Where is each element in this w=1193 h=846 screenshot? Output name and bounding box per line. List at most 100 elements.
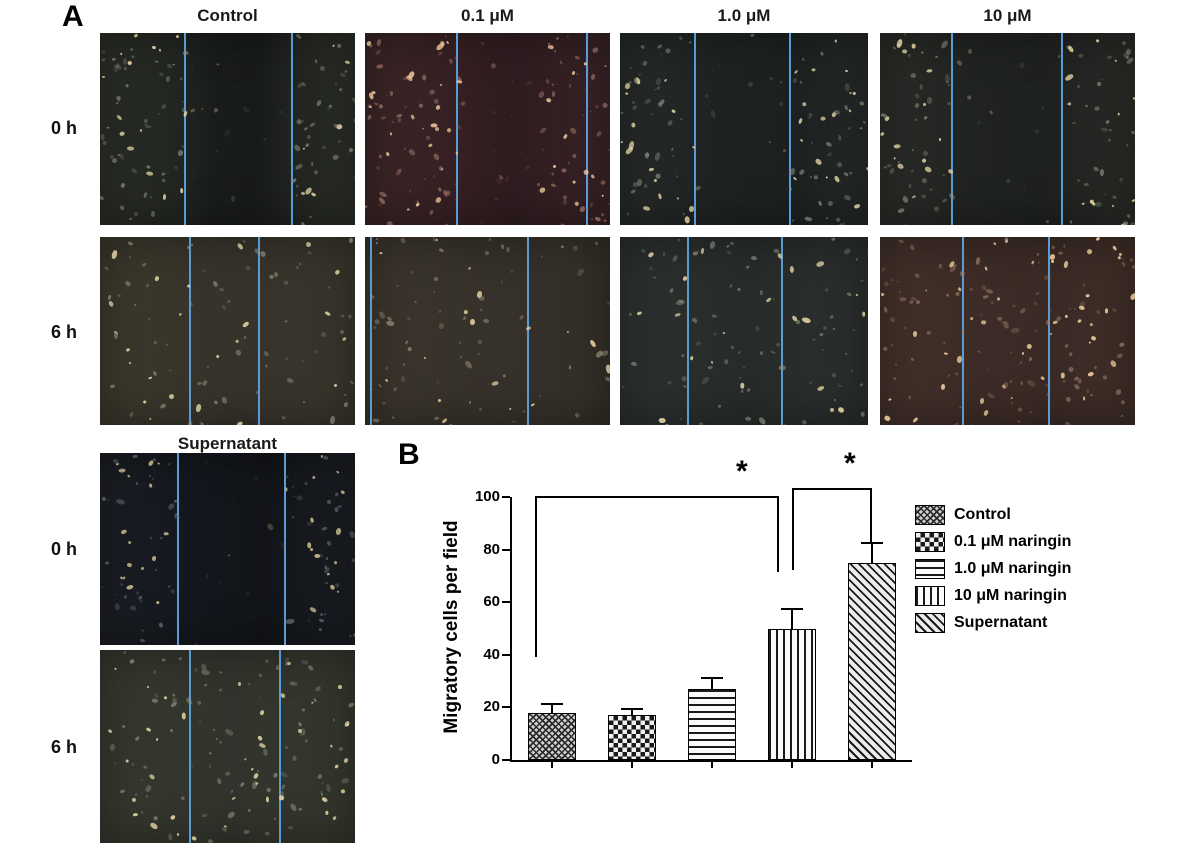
cell-speck [1121,40,1127,46]
cell-speck [848,108,852,113]
cell-speck [670,108,676,114]
cell-speck [181,712,186,720]
cell-speck [125,759,129,763]
cell-speck [899,297,906,302]
cell-speck [381,402,386,405]
cell-speck [929,188,933,192]
cell-speck [144,784,152,792]
cell-speck [265,787,271,793]
cell-speck [469,401,472,405]
cell-speck [323,612,327,615]
cell-speck [1001,380,1010,390]
cell-speck [1028,410,1033,415]
cell-speck [825,216,828,220]
cell-speck [397,117,402,123]
cell-speck [537,89,546,99]
cell-speck [1032,300,1038,305]
cell-speck [654,88,657,91]
cell-speck [320,331,327,337]
cell-speck [234,348,242,357]
cell-speck [926,330,932,336]
cell-speck [824,287,829,292]
cell-speck [1058,252,1064,256]
cell-speck [421,127,425,130]
legend-entry: 10 μM naringin [915,586,1071,606]
cell-speck [306,541,312,548]
cell-speck [492,149,495,153]
legend-swatch-crosshatch [915,505,945,525]
cell-speck [505,423,514,425]
cell-speck [1095,237,1101,242]
cell-speck [319,552,325,559]
legend-label: 1.0 μM naringin [954,560,1072,577]
cell-speck [700,375,711,386]
cell-speck [1025,343,1033,350]
cell-speck [435,238,438,241]
cell-speck [191,67,194,71]
cell-speck [671,254,680,263]
cell-speck [983,266,988,272]
cell-speck [589,109,592,112]
cell-speck [335,492,339,497]
cell-speck [425,135,431,142]
cell-speck [1019,361,1023,365]
cell-speck [399,237,406,245]
cell-speck [378,383,383,388]
cell-speck [230,789,234,794]
cell-speck [130,167,139,175]
cell-speck [690,355,694,361]
cell-speck [1037,261,1041,264]
cell-speck [205,573,210,579]
cell-speck [595,130,603,139]
cell-speck [670,147,674,152]
cell-speck [553,49,557,53]
cell-speck [605,364,610,375]
cell-speck [1117,112,1121,116]
cell-speck [833,399,837,403]
cell-speck [1063,420,1073,425]
cell-speck [947,101,952,105]
cell-speck [966,95,972,102]
cell-speck [977,120,982,126]
cell-speck [853,91,857,95]
cell-speck [102,140,108,146]
cell-speck [479,308,484,312]
cell-speck [158,623,164,629]
cell-speck [1106,55,1113,60]
cell-speck [826,199,834,207]
cell-speck [969,287,973,292]
cell-speck [946,293,950,298]
y-tick-label: 0 [491,751,500,768]
cell-speck [422,74,427,81]
cell-speck [1078,304,1086,311]
cell-speck [717,64,722,68]
cell-speck [920,158,927,164]
cell-speck [893,156,897,160]
cell-speck [392,387,398,393]
cell-speck [340,314,346,319]
cell-speck [348,313,353,319]
cell-speck [285,377,294,385]
cell-speck [959,270,966,277]
cell-speck [519,151,524,155]
cell-speck [644,97,652,105]
cell-speck [124,280,132,288]
cell-speck [195,403,202,414]
cell-speck [409,114,415,121]
cell-speck [251,767,255,771]
cell-speck [155,60,160,64]
cell-speck [125,83,130,88]
cell-speck [253,476,260,482]
cell-speck [811,338,816,341]
cell-speck [903,325,907,330]
cell-speck [504,175,510,183]
cell-speck [1101,374,1107,380]
cell-speck [157,461,161,465]
cell-speck [639,43,645,50]
cell-speck [177,149,184,156]
cell-speck [236,242,245,251]
cell-speck [590,174,595,179]
cell-speck [445,127,452,133]
cell-speck [568,364,572,369]
cell-speck [206,365,209,368]
